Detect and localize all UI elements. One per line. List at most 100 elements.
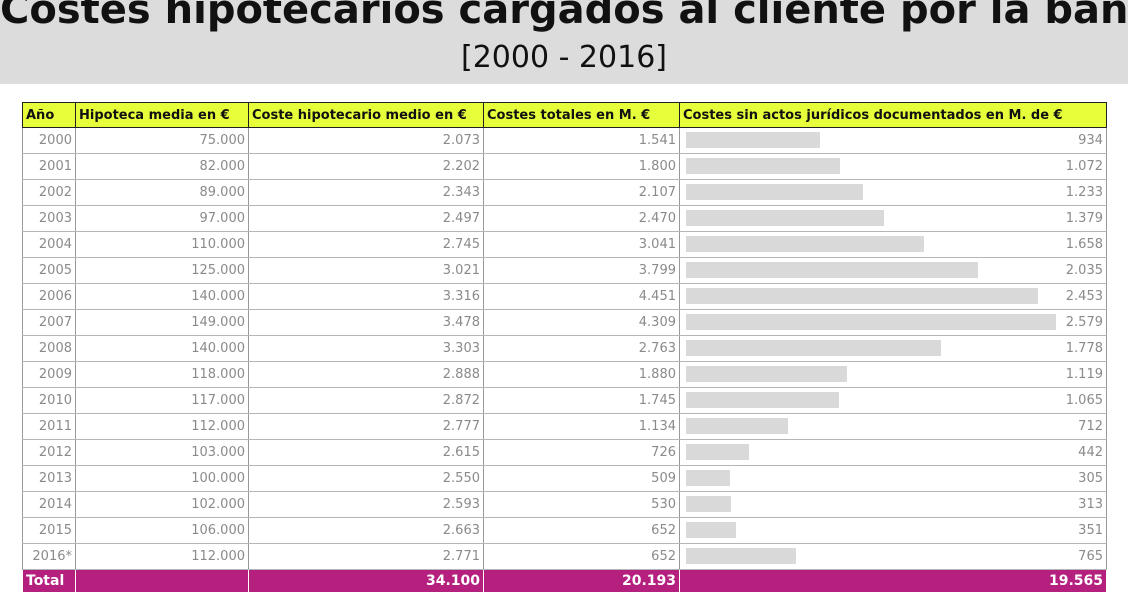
total-hipoteca-media bbox=[76, 570, 249, 592]
coste-medio-cell: 3.021 bbox=[249, 258, 484, 284]
costes-sin-ajd-value: 712 bbox=[1078, 414, 1103, 439]
costes-sin-ajd-cell: 712 bbox=[680, 414, 1107, 440]
bar-mark bbox=[686, 366, 847, 382]
hipoteca-media-cell: 97.000 bbox=[76, 206, 249, 232]
coste-medio-cell: 3.316 bbox=[249, 284, 484, 310]
coste-medio-cell: 3.303 bbox=[249, 336, 484, 362]
total-costes-totales: 20.193 bbox=[484, 570, 680, 592]
year-cell: 2012 bbox=[23, 440, 76, 466]
hipoteca-media-cell: 117.000 bbox=[76, 388, 249, 414]
page-subtitle: [2000 - 2016] bbox=[0, 40, 1128, 76]
coste-medio-cell: 2.872 bbox=[249, 388, 484, 414]
bar-mark bbox=[686, 340, 941, 356]
hipoteca-media-cell: 103.000 bbox=[76, 440, 249, 466]
costes-sin-ajd-value: 351 bbox=[1078, 518, 1103, 543]
costes-totales-cell: 3.041 bbox=[484, 232, 680, 258]
costes-sin-ajd-cell: 1.065 bbox=[680, 388, 1107, 414]
year-cell: 2000 bbox=[23, 128, 76, 154]
costes-sin-ajd-cell: 2.035 bbox=[680, 258, 1107, 284]
coste-medio-cell: 2.497 bbox=[249, 206, 484, 232]
total-costes-sin-ajd: 19.565 bbox=[680, 570, 1107, 592]
coste-medio-cell: 3.478 bbox=[249, 310, 484, 336]
coste-medio-cell: 2.073 bbox=[249, 128, 484, 154]
hipoteca-media-cell: 149.000 bbox=[76, 310, 249, 336]
costes-sin-ajd-cell: 1.658 bbox=[680, 232, 1107, 258]
page-title: Costes hipotecarios cargados al cliente … bbox=[0, 0, 1128, 34]
costes-sin-ajd-value: 1.658 bbox=[1066, 232, 1103, 257]
costes-sin-ajd-value: 1.119 bbox=[1066, 362, 1103, 387]
bar-mark bbox=[686, 158, 840, 174]
hipoteca-media-cell: 140.000 bbox=[76, 284, 249, 310]
costes-totales-cell: 509 bbox=[484, 466, 680, 492]
year-cell: 2003 bbox=[23, 206, 76, 232]
year-cell: 2014 bbox=[23, 492, 76, 518]
coste-medio-cell: 2.593 bbox=[249, 492, 484, 518]
column-header-hipoteca-media: Hipoteca media en € bbox=[76, 103, 249, 128]
costes-sin-ajd-cell: 2.453 bbox=[680, 284, 1107, 310]
hipoteca-media-cell: 125.000 bbox=[76, 258, 249, 284]
costes-totales-cell: 1.800 bbox=[484, 154, 680, 180]
costes-totales-cell: 4.451 bbox=[484, 284, 680, 310]
coste-medio-cell: 2.888 bbox=[249, 362, 484, 388]
costes-sin-ajd-value: 2.035 bbox=[1066, 258, 1103, 283]
costes-sin-ajd-value: 1.379 bbox=[1066, 206, 1103, 231]
costes-sin-ajd-cell: 934 bbox=[680, 128, 1107, 154]
year-cell: 2010 bbox=[23, 388, 76, 414]
hipoteca-media-cell: 110.000 bbox=[76, 232, 249, 258]
hipoteca-media-cell: 100.000 bbox=[76, 466, 249, 492]
bar-mark bbox=[686, 470, 730, 486]
year-cell: 2009 bbox=[23, 362, 76, 388]
year-cell: 2013 bbox=[23, 466, 76, 492]
year-cell: 2002 bbox=[23, 180, 76, 206]
hipoteca-media-cell: 112.000 bbox=[76, 414, 249, 440]
year-cell: 2007 bbox=[23, 310, 76, 336]
costes-sin-ajd-cell: 2.579 bbox=[680, 310, 1107, 336]
year-cell: 2011 bbox=[23, 414, 76, 440]
bar-mark bbox=[686, 392, 839, 408]
bar-mark bbox=[686, 132, 820, 148]
costes-sin-ajd-value: 1.778 bbox=[1066, 336, 1103, 361]
bar-mark bbox=[686, 184, 863, 200]
total-label: Total bbox=[23, 570, 76, 592]
column-header-year: Año bbox=[23, 103, 76, 128]
costes-sin-ajd-cell: 1.778 bbox=[680, 336, 1107, 362]
costes-totales-cell: 1.541 bbox=[484, 128, 680, 154]
costes-totales-cell: 1.880 bbox=[484, 362, 680, 388]
coste-medio-cell: 2.550 bbox=[249, 466, 484, 492]
costes-sin-ajd-value: 2.579 bbox=[1066, 310, 1103, 335]
costes-sin-ajd-value: 1.065 bbox=[1066, 388, 1103, 413]
hipoteca-media-cell: 118.000 bbox=[76, 362, 249, 388]
costes-sin-ajd-value: 442 bbox=[1078, 440, 1103, 465]
costes-totales-cell: 1.134 bbox=[484, 414, 680, 440]
bar-mark bbox=[686, 314, 1056, 330]
costes-sin-ajd-value: 2.453 bbox=[1066, 284, 1103, 309]
bar-mark bbox=[686, 522, 736, 538]
hipoteca-media-cell: 75.000 bbox=[76, 128, 249, 154]
bar-mark bbox=[686, 236, 924, 252]
year-cell: 2001 bbox=[23, 154, 76, 180]
hipoteca-media-cell: 82.000 bbox=[76, 154, 249, 180]
coste-medio-cell: 2.777 bbox=[249, 414, 484, 440]
bar-mark bbox=[686, 418, 788, 434]
costes-sin-ajd-cell: 765 bbox=[680, 544, 1107, 570]
coste-medio-cell: 2.343 bbox=[249, 180, 484, 206]
costes-totales-cell: 530 bbox=[484, 492, 680, 518]
costes-sin-ajd-cell: 442 bbox=[680, 440, 1107, 466]
header-banner: Costes hipotecarios cargados al cliente … bbox=[0, 0, 1128, 84]
column-header-costes-sin-ajd: Costes sin actos jurídicos documentados … bbox=[680, 103, 1107, 128]
coste-medio-cell: 2.663 bbox=[249, 518, 484, 544]
costes-totales-cell: 2.107 bbox=[484, 180, 680, 206]
